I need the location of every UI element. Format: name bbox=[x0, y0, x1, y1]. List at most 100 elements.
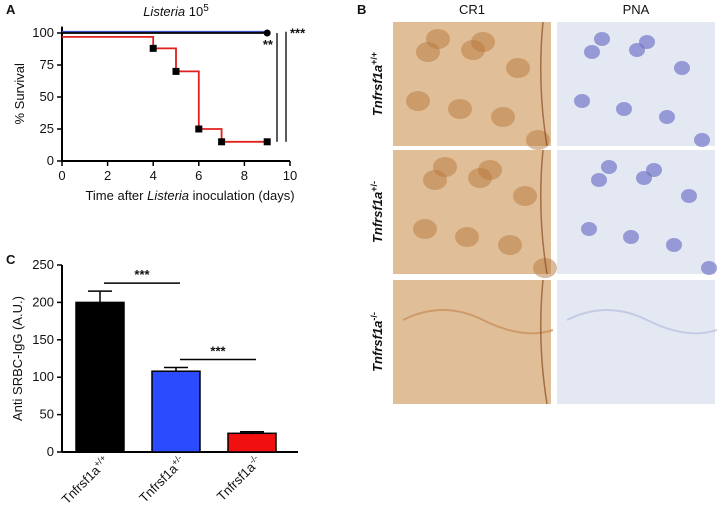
micrograph bbox=[393, 149, 557, 278]
follicle bbox=[594, 32, 610, 46]
genotype: +/+ bbox=[369, 52, 379, 65]
tissue-edge bbox=[540, 279, 548, 405]
tissue-edge bbox=[566, 309, 717, 335]
gene: Tnfrsf1a bbox=[370, 65, 385, 116]
bar bbox=[227, 432, 277, 453]
follicle bbox=[674, 61, 690, 75]
follicle bbox=[623, 230, 639, 244]
title-base: 10 bbox=[189, 4, 203, 19]
follicle bbox=[666, 238, 682, 252]
x-tick-label: 8 bbox=[241, 168, 248, 183]
follicle bbox=[701, 261, 717, 275]
significance-label: *** bbox=[290, 26, 306, 41]
bar bbox=[151, 370, 201, 453]
genotype: +/- bbox=[369, 181, 379, 192]
x-tick-label: 6 bbox=[195, 168, 202, 183]
tissue-edge bbox=[402, 309, 554, 335]
marker bbox=[218, 138, 226, 146]
tissue-edge bbox=[540, 149, 548, 275]
significance-label: ** bbox=[263, 37, 274, 52]
follicle bbox=[406, 91, 430, 111]
genotype-label: Tnfrsf1a-/- bbox=[369, 312, 385, 372]
micrograph-bg bbox=[393, 150, 551, 274]
panel-label: A bbox=[6, 2, 16, 17]
x-tick-label: 4 bbox=[150, 168, 157, 183]
y-tick-label: 75 bbox=[40, 57, 54, 72]
micrograph bbox=[393, 21, 551, 150]
panel-label: C bbox=[6, 252, 16, 267]
follicle bbox=[526, 130, 550, 150]
follicle bbox=[616, 102, 632, 116]
x-tick-label: 0 bbox=[58, 168, 65, 183]
significance-label: *** bbox=[134, 267, 150, 282]
follicle bbox=[581, 222, 597, 236]
y-tick-label: 200 bbox=[32, 294, 54, 309]
follicle bbox=[491, 107, 515, 127]
micrograph-bg bbox=[393, 280, 551, 404]
y-tick-label: 150 bbox=[32, 332, 54, 347]
y-tick-label: 25 bbox=[40, 121, 54, 136]
panel-label: B bbox=[357, 2, 366, 17]
follicle bbox=[591, 173, 607, 187]
follicle bbox=[413, 219, 437, 239]
follicle bbox=[506, 58, 530, 78]
micrograph bbox=[557, 280, 717, 404]
follicle bbox=[513, 186, 537, 206]
y-tick-label: 0 bbox=[47, 153, 54, 168]
gene: Tnfrsf1a bbox=[370, 321, 385, 372]
x-label-part: inoculation (days) bbox=[189, 188, 295, 203]
gene: Tnfrsf1a bbox=[214, 459, 259, 504]
y-tick-label: 0 bbox=[47, 444, 54, 459]
tissue-edge bbox=[540, 21, 548, 147]
significance-label: *** bbox=[210, 343, 226, 358]
micrograph bbox=[557, 150, 717, 275]
survival-line bbox=[62, 35, 268, 143]
follicle bbox=[455, 227, 479, 247]
follicle bbox=[448, 99, 472, 119]
title-exponent: 5 bbox=[203, 3, 209, 14]
y-axis-label: % Survival bbox=[12, 63, 27, 125]
follicle bbox=[694, 133, 710, 147]
x-axis-label: Time after Listeria inoculation (days) bbox=[85, 188, 294, 203]
genotype-label: Tnfrsf1a+/+ bbox=[58, 453, 112, 507]
y-tick-label: 50 bbox=[40, 89, 54, 104]
y-tick-label: 100 bbox=[32, 25, 54, 40]
gene: Tnfrsf1a bbox=[59, 462, 104, 507]
follicle bbox=[584, 45, 600, 59]
genotype-label: Tnfrsf1a-/- bbox=[213, 453, 264, 504]
marker bbox=[149, 44, 157, 52]
y-axis-label: Anti SRBC-IgG (A.U.) bbox=[10, 296, 25, 421]
genotype-label: Tnfrsf1a+/- bbox=[135, 453, 188, 506]
column-label: CR1 bbox=[459, 2, 485, 17]
x-tick-label: 2 bbox=[104, 168, 111, 183]
micrograph-bg bbox=[557, 150, 715, 274]
follicle bbox=[659, 110, 675, 124]
follicle bbox=[426, 29, 450, 49]
micrograph bbox=[393, 279, 554, 405]
follicle bbox=[533, 258, 557, 278]
title-organism: Listeria bbox=[143, 4, 185, 19]
y-tick-label: 100 bbox=[32, 369, 54, 384]
gene: Tnfrsf1a bbox=[136, 461, 181, 506]
follicle bbox=[681, 189, 697, 203]
follicle bbox=[639, 35, 655, 49]
genotype-label: Tnfrsf1a+/+ bbox=[369, 52, 385, 116]
genotype-label: Tnfrsf1a+/- bbox=[369, 181, 385, 243]
follicle bbox=[646, 163, 662, 177]
micrograph bbox=[557, 22, 715, 147]
follicle bbox=[433, 157, 457, 177]
micrograph-bg bbox=[557, 280, 715, 404]
x-label-part: Listeria bbox=[147, 188, 189, 203]
marker bbox=[172, 67, 180, 75]
bar bbox=[75, 301, 125, 453]
y-tick-label: 250 bbox=[32, 257, 54, 272]
marker bbox=[195, 125, 203, 133]
x-label-part: Time after bbox=[85, 188, 147, 203]
column-label: PNA bbox=[623, 2, 650, 17]
follicle bbox=[471, 32, 495, 52]
y-tick-label: 50 bbox=[40, 407, 54, 422]
marker bbox=[263, 29, 271, 37]
chart-title: Listeria 105 bbox=[143, 3, 209, 20]
gene: Tnfrsf1a bbox=[370, 192, 385, 243]
